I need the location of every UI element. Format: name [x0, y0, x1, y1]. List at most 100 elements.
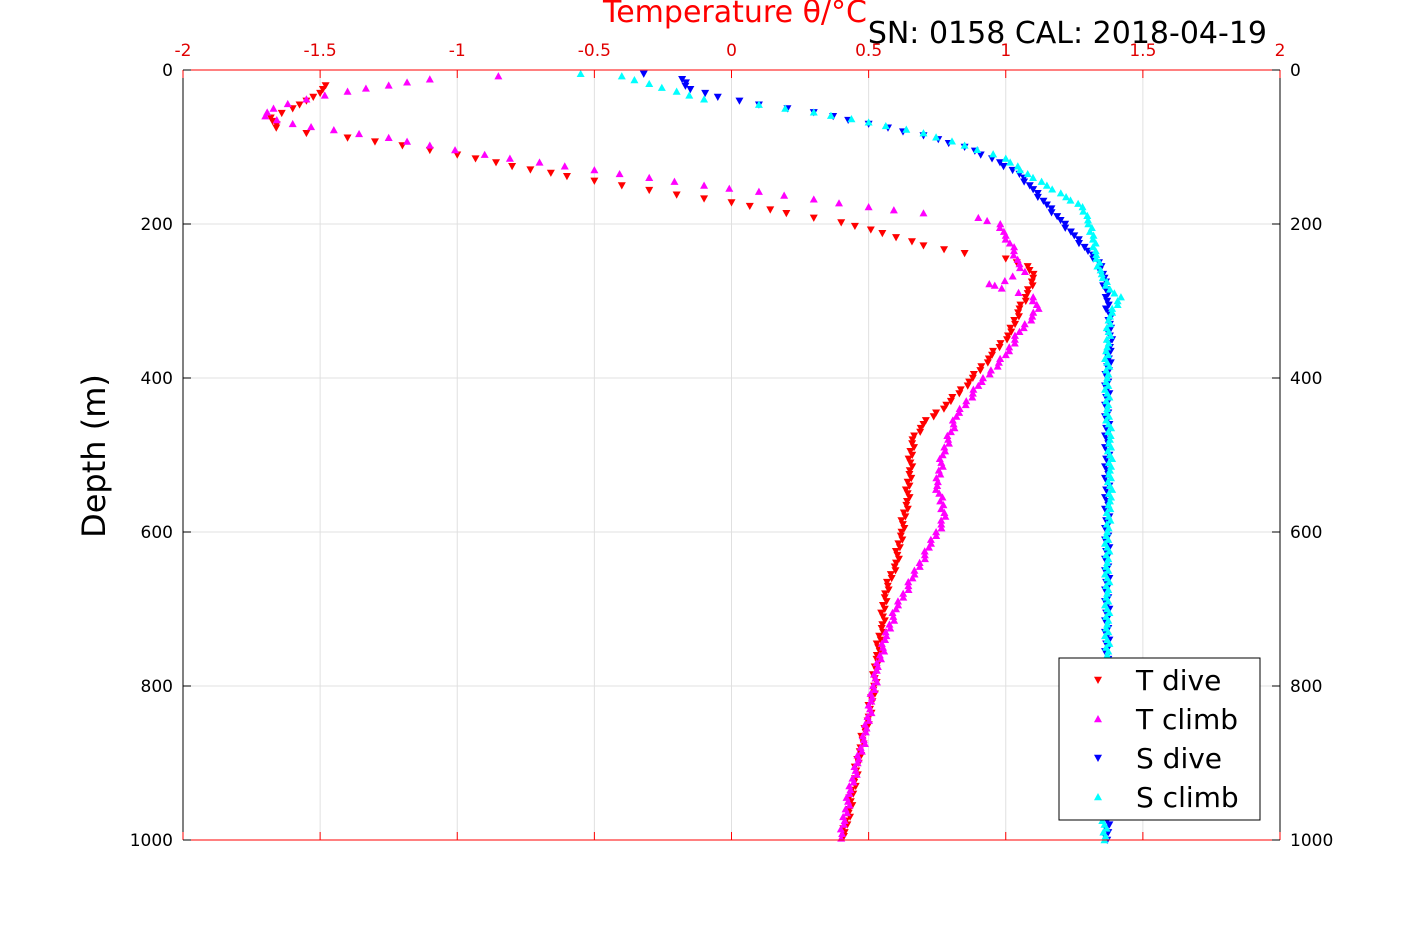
data-point [933, 477, 942, 486]
data-point [845, 789, 854, 797]
data-point [952, 412, 961, 420]
data-point [766, 206, 775, 214]
data-point [1104, 616, 1113, 624]
data-point [916, 428, 925, 436]
data-point [893, 597, 902, 605]
data-point [919, 242, 928, 250]
data-point [1097, 270, 1106, 278]
data-point [1042, 201, 1051, 209]
data-point [670, 177, 679, 185]
data-point [878, 621, 887, 629]
data-point [938, 451, 947, 459]
data-point [1006, 324, 1015, 332]
data-point [685, 91, 694, 99]
data-point [968, 393, 977, 401]
data-point [268, 117, 277, 126]
data-point [1092, 254, 1101, 262]
data-point [932, 409, 941, 417]
data-point [946, 397, 955, 406]
data-point [508, 163, 517, 171]
data-point [1105, 285, 1114, 293]
data-point [288, 105, 297, 113]
data-point [1085, 227, 1094, 235]
data-point [1105, 547, 1114, 555]
data-point [903, 505, 912, 513]
data-point [826, 111, 835, 119]
data-point [295, 101, 304, 109]
legend-label: S climb [1136, 781, 1239, 814]
data-point [1029, 274, 1038, 282]
data-point [1021, 293, 1030, 302]
legend-box [1058, 657, 1261, 821]
data-point [672, 87, 681, 95]
data-point [329, 126, 338, 134]
data-point [316, 89, 325, 98]
data-point [672, 191, 681, 199]
data-point [878, 601, 887, 610]
data-point [1098, 273, 1107, 282]
data-point [1023, 290, 1032, 298]
data-point [1074, 199, 1083, 207]
data-point [955, 390, 964, 398]
data-point [645, 173, 654, 181]
data-point [1108, 304, 1117, 312]
y-tick-label-left: 0 [162, 61, 173, 81]
data-point [873, 662, 882, 670]
data-point [932, 485, 941, 493]
data-point [1061, 220, 1070, 228]
data-point [1028, 282, 1037, 290]
data-point [995, 223, 1004, 232]
data-point [977, 363, 986, 371]
data-point [1091, 246, 1100, 255]
data-point [996, 220, 1005, 228]
data-point [843, 809, 852, 817]
data-point [962, 397, 971, 405]
data-point [321, 82, 330, 90]
data-point [657, 83, 666, 91]
data-point [905, 467, 914, 475]
data-point [1016, 166, 1025, 174]
data-point [546, 169, 555, 177]
data-point [1014, 309, 1023, 317]
data-point [1010, 317, 1019, 325]
data-point [854, 755, 863, 763]
data-point [562, 173, 571, 181]
data-point [1104, 301, 1113, 309]
legend-label: S dive [1136, 742, 1222, 775]
data-point [937, 516, 946, 524]
data-point [890, 616, 899, 624]
data-point [1105, 578, 1114, 586]
data-point [999, 163, 1008, 171]
data-point [617, 182, 626, 190]
data-point [272, 116, 281, 124]
data-point [809, 195, 818, 203]
data-point [1104, 400, 1113, 409]
data-point [1106, 320, 1115, 328]
data-point [836, 825, 845, 833]
data-point [283, 99, 292, 108]
data-point [1009, 251, 1018, 259]
data-point [269, 104, 278, 112]
data-point [894, 555, 903, 563]
data-point [944, 435, 953, 443]
data-point [845, 801, 854, 809]
data-point [700, 181, 709, 189]
data-point [1066, 228, 1075, 236]
data-point [877, 625, 886, 633]
data-point [948, 416, 957, 424]
data-point [1028, 297, 1037, 305]
x-tick-label: -1.5 [304, 41, 337, 61]
legend-marker [1094, 754, 1102, 762]
data-point [886, 624, 895, 632]
data-point [976, 151, 985, 159]
x-tick-label: 1.5 [1129, 41, 1156, 61]
data-point [847, 115, 856, 123]
data-point [868, 693, 877, 701]
data-point [898, 536, 907, 544]
data-point [1039, 197, 1048, 205]
data-point [1104, 566, 1113, 574]
data-point [1106, 331, 1115, 339]
data-point [904, 581, 913, 590]
data-point [526, 166, 535, 174]
data-point [1019, 323, 1028, 332]
